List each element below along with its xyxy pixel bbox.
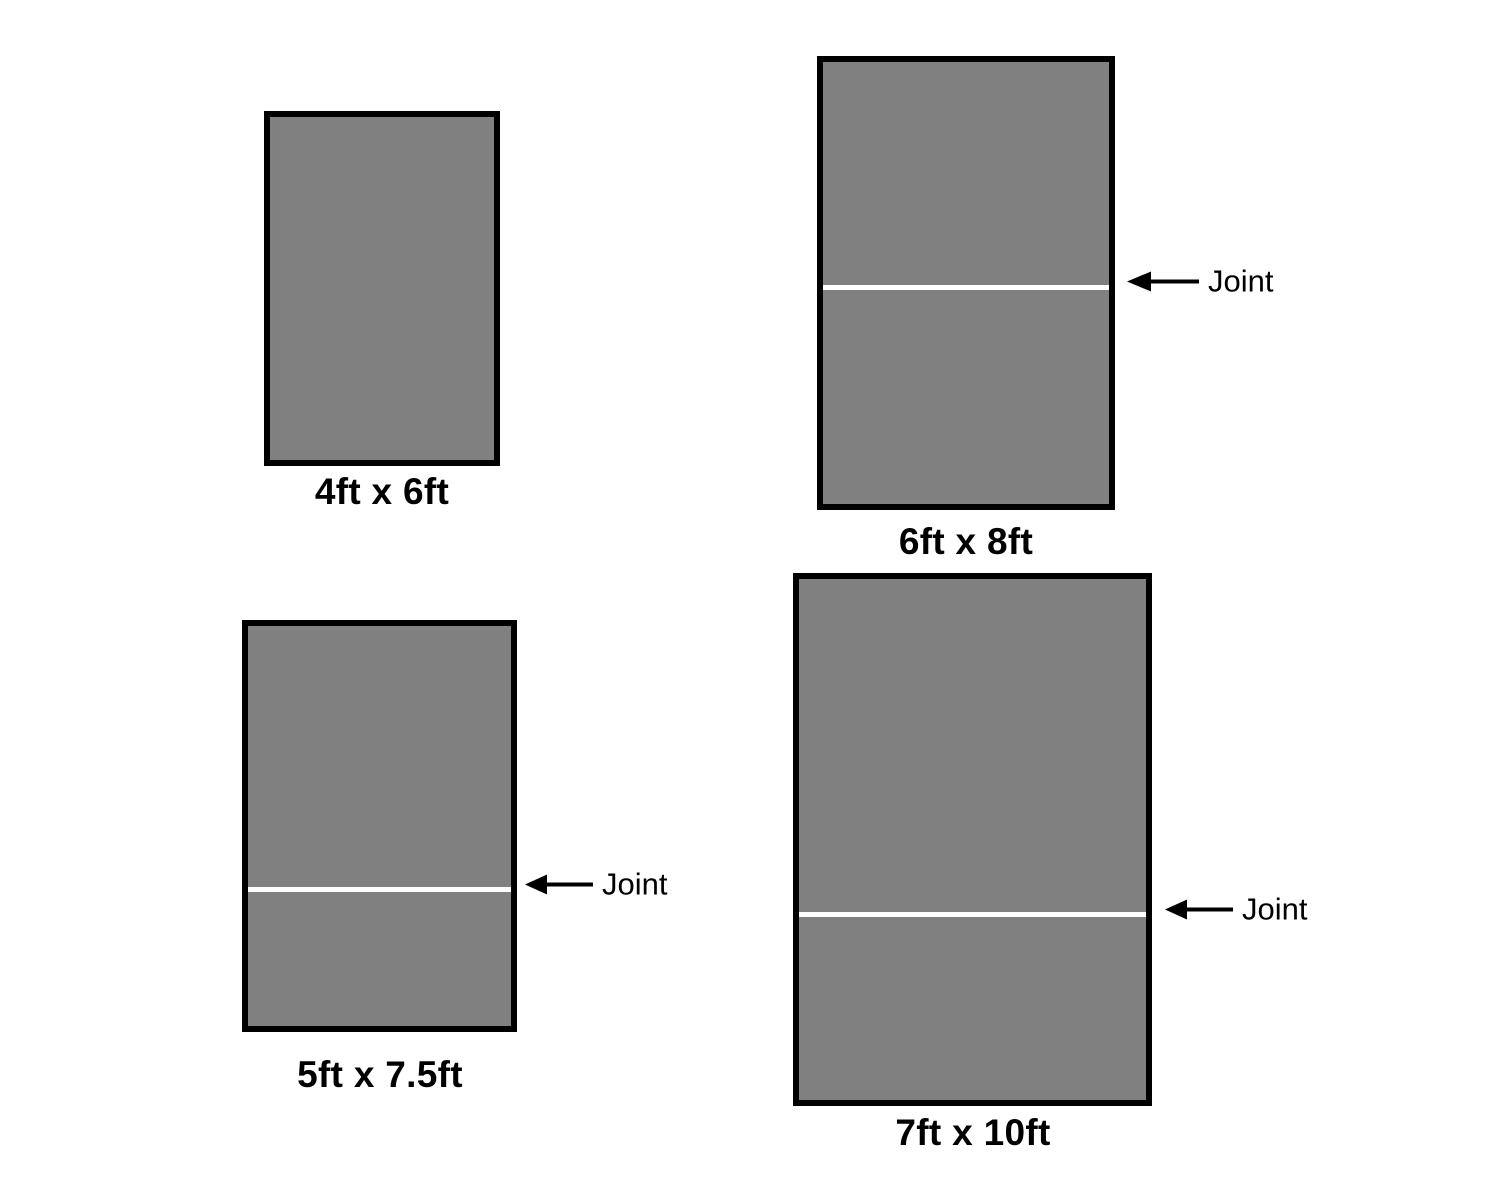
joint-annotation-6x8: Joint bbox=[1127, 266, 1273, 297]
rug-caption-4x6: 4ft x 6ft bbox=[314, 471, 450, 512]
rug-panel-6x8 bbox=[817, 56, 1115, 510]
joint-annotation-7x10: Joint bbox=[1165, 894, 1307, 925]
rug-caption-6x8: 6ft x 8ft bbox=[898, 521, 1034, 562]
joint-label-6x8: Joint bbox=[1208, 263, 1274, 299]
joint-label-5x7-5: Joint bbox=[602, 866, 668, 902]
joint-line-7x10 bbox=[799, 912, 1146, 917]
joint-line-6x8 bbox=[823, 285, 1109, 290]
rug-panel-7x10 bbox=[793, 573, 1152, 1106]
arrow-left-icon bbox=[525, 874, 593, 894]
rug-panel-4x6 bbox=[264, 111, 500, 466]
arrow-left-icon bbox=[1165, 899, 1233, 919]
arrow-left-icon bbox=[1127, 271, 1199, 291]
joint-label-7x10: Joint bbox=[1242, 891, 1308, 927]
joint-annotation-5x7-5: Joint bbox=[525, 869, 667, 900]
rug-panel-5x7-5 bbox=[242, 620, 517, 1032]
joint-line-5x7-5 bbox=[248, 887, 511, 892]
rug-caption-7x10: 7ft x 10ft bbox=[895, 1112, 1051, 1153]
rug-caption-5x7-5: 5ft x 7.5ft bbox=[297, 1054, 463, 1095]
